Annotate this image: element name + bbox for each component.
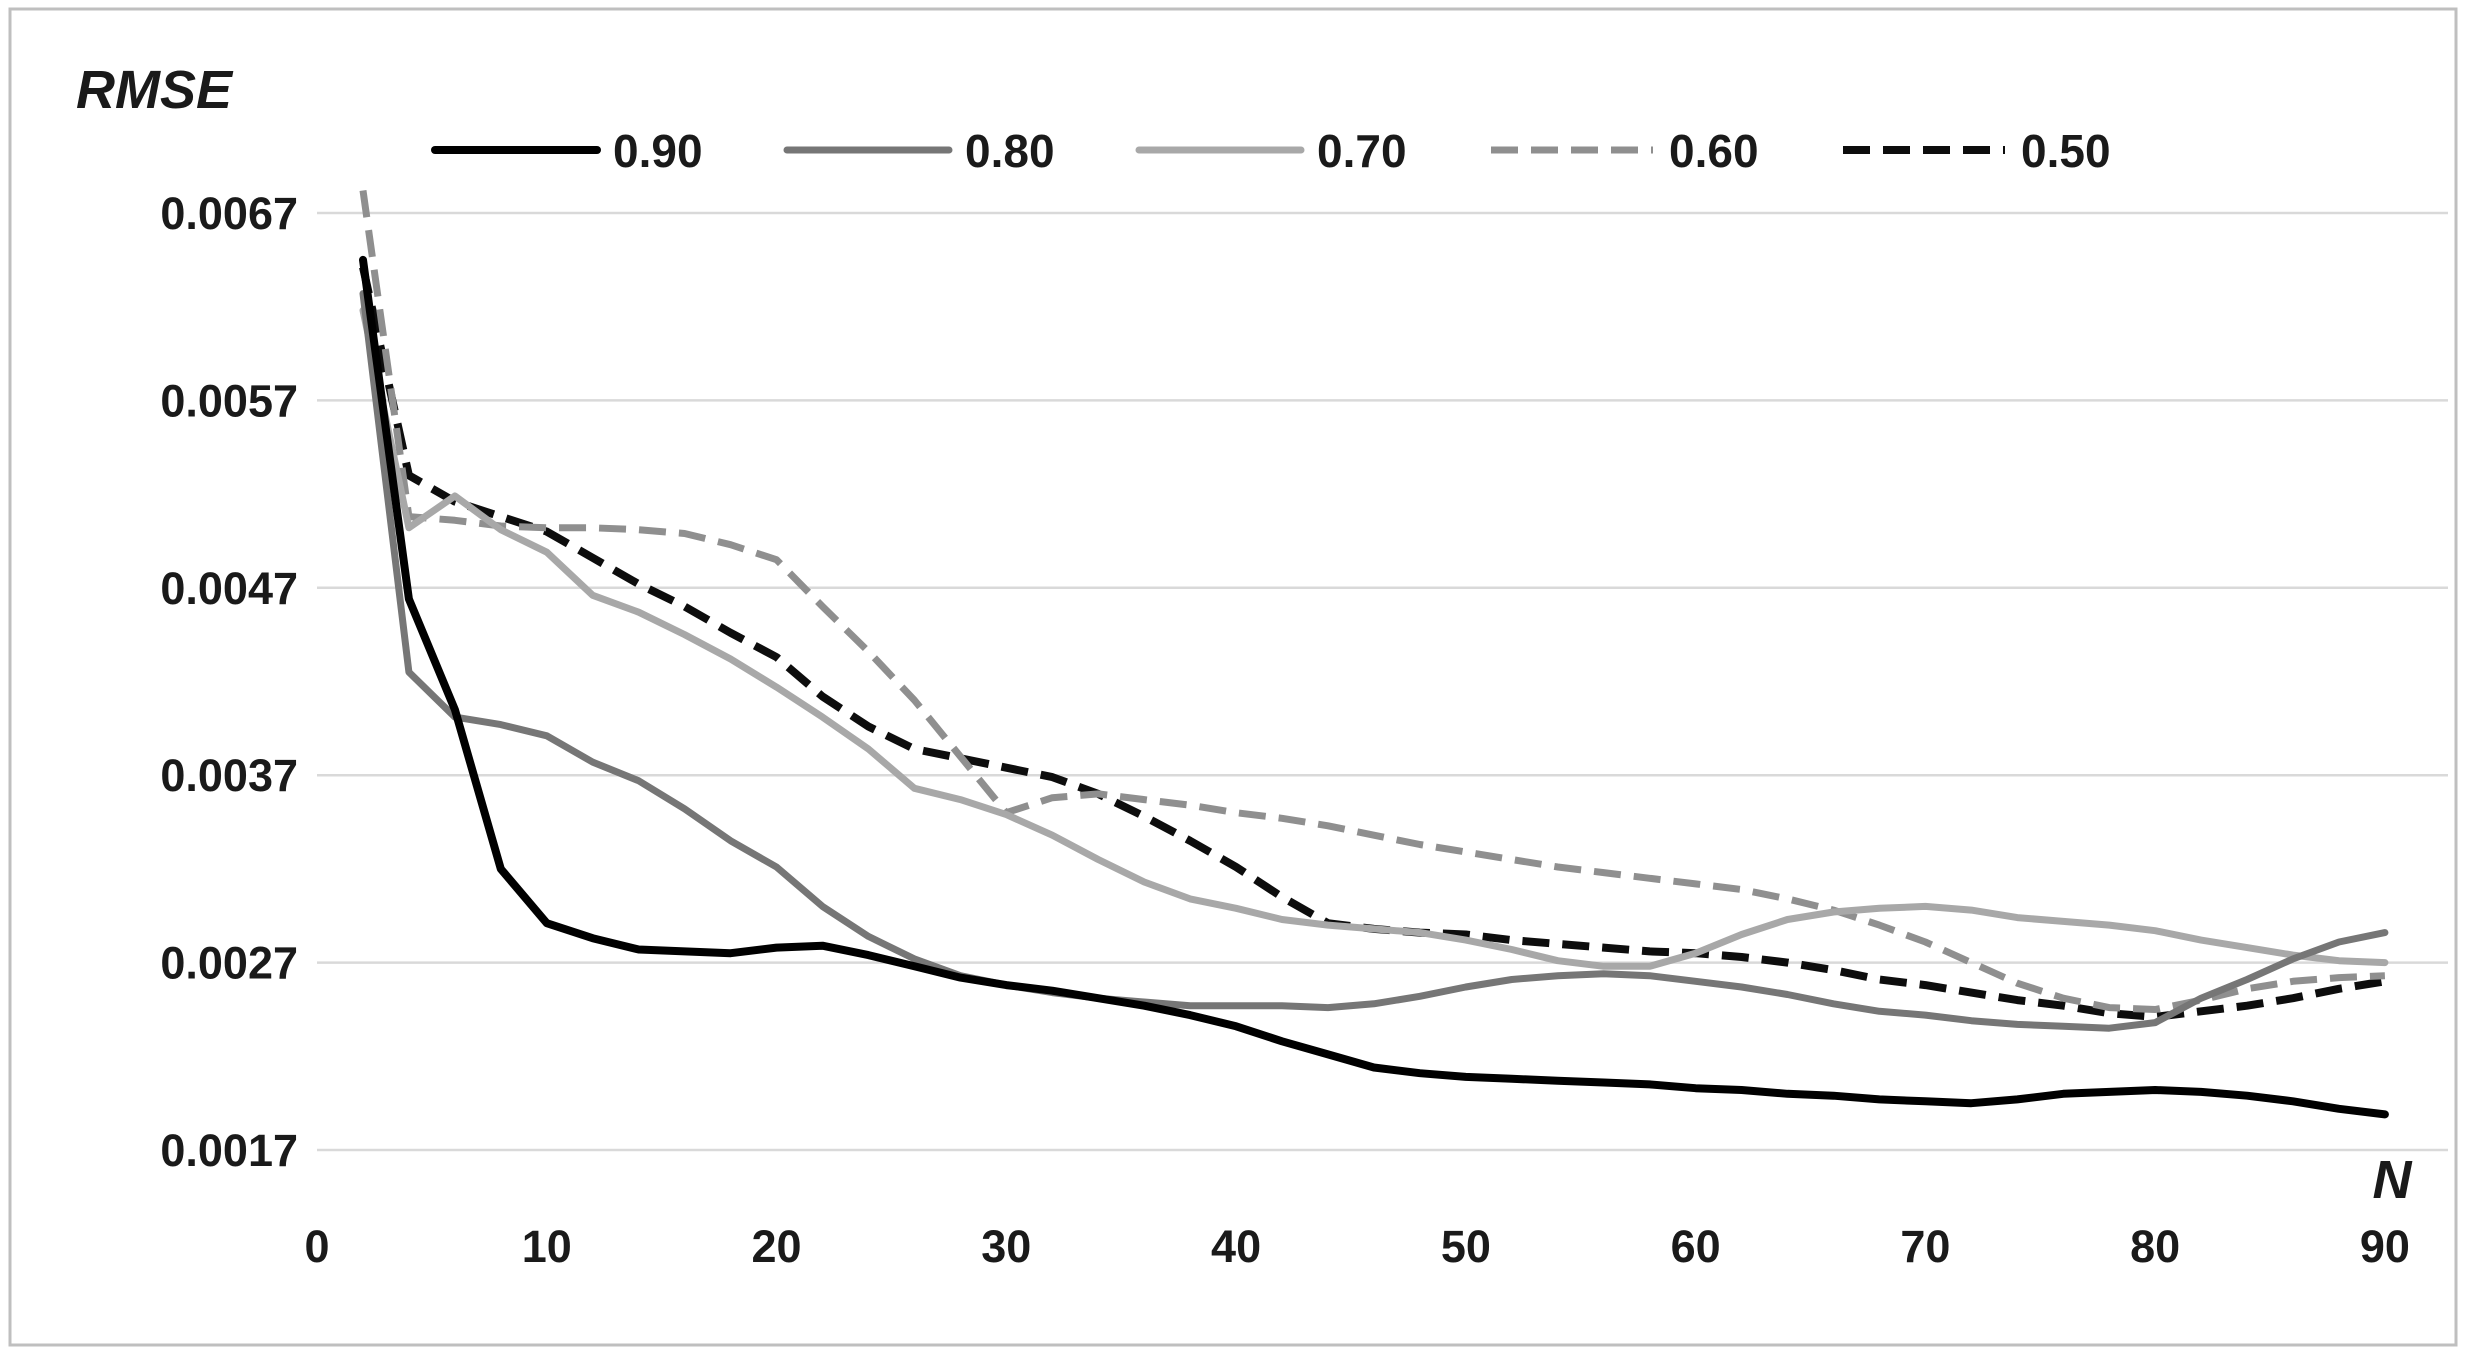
y-tick-label-0.0067: 0.0067 bbox=[160, 188, 298, 239]
chart-frame-border bbox=[8, 7, 2458, 1347]
legend-label-0.50: 0.50 bbox=[2021, 125, 2111, 177]
y-tick-label-0.0037: 0.0037 bbox=[160, 750, 298, 801]
series-line-0.90 bbox=[359, 255, 2389, 1119]
y-axis-title: RMSE bbox=[76, 60, 234, 120]
legend: 0.90 0.80 0.70 0.60 0.50 bbox=[431, 125, 2111, 177]
x-tick-label-40: 40 bbox=[1211, 1221, 1261, 1272]
y-tick-label-0.0057: 0.0057 bbox=[160, 375, 298, 426]
series-line-0.60 bbox=[359, 190, 2386, 1013]
x-tick-label-70: 70 bbox=[1900, 1221, 1950, 1272]
series-line-0.80 bbox=[359, 290, 2389, 1032]
x-axis-tick-labels: 0 10 20 30 40 50 60 70 80 90 bbox=[304, 1221, 2409, 1272]
series-lines bbox=[359, 190, 2389, 1119]
x-tick-label-60: 60 bbox=[1671, 1221, 1721, 1272]
x-tick-label-80: 80 bbox=[2130, 1221, 2180, 1272]
series-line-0.70 bbox=[359, 306, 2389, 970]
x-tick-label-30: 30 bbox=[981, 1221, 1031, 1272]
x-tick-label-50: 50 bbox=[1441, 1221, 1491, 1272]
y-tick-label-0.0047: 0.0047 bbox=[160, 563, 298, 614]
x-tick-label-0: 0 bbox=[304, 1221, 329, 1272]
y-tick-label-0.0027: 0.0027 bbox=[160, 938, 298, 989]
legend-item-0.80: 0.80 bbox=[783, 125, 1055, 177]
x-tick-label-10: 10 bbox=[522, 1221, 572, 1272]
legend-label-0.60: 0.60 bbox=[1669, 125, 1759, 177]
x-tick-label-90: 90 bbox=[2360, 1221, 2410, 1272]
legend-label-0.70: 0.70 bbox=[1317, 125, 1407, 177]
gridlines bbox=[317, 211, 2448, 1152]
series-line-0.50 bbox=[359, 266, 2386, 1021]
legend-item-0.70: 0.70 bbox=[1135, 125, 1407, 177]
y-axis-tick-labels: 0.0017 0.0027 0.0037 0.0047 0.0057 0.0067 bbox=[160, 188, 298, 1176]
y-tick-label-0.0017: 0.0017 bbox=[160, 1125, 298, 1176]
legend-item-0.60: 0.60 bbox=[1491, 125, 1759, 177]
legend-label-0.80: 0.80 bbox=[965, 125, 1055, 177]
legend-item-0.90: 0.90 bbox=[431, 125, 703, 177]
legend-label-0.90: 0.90 bbox=[613, 125, 703, 177]
x-tick-label-20: 20 bbox=[752, 1221, 802, 1272]
x-axis-title: N bbox=[2373, 1150, 2413, 1210]
legend-item-0.50: 0.50 bbox=[1843, 125, 2111, 177]
